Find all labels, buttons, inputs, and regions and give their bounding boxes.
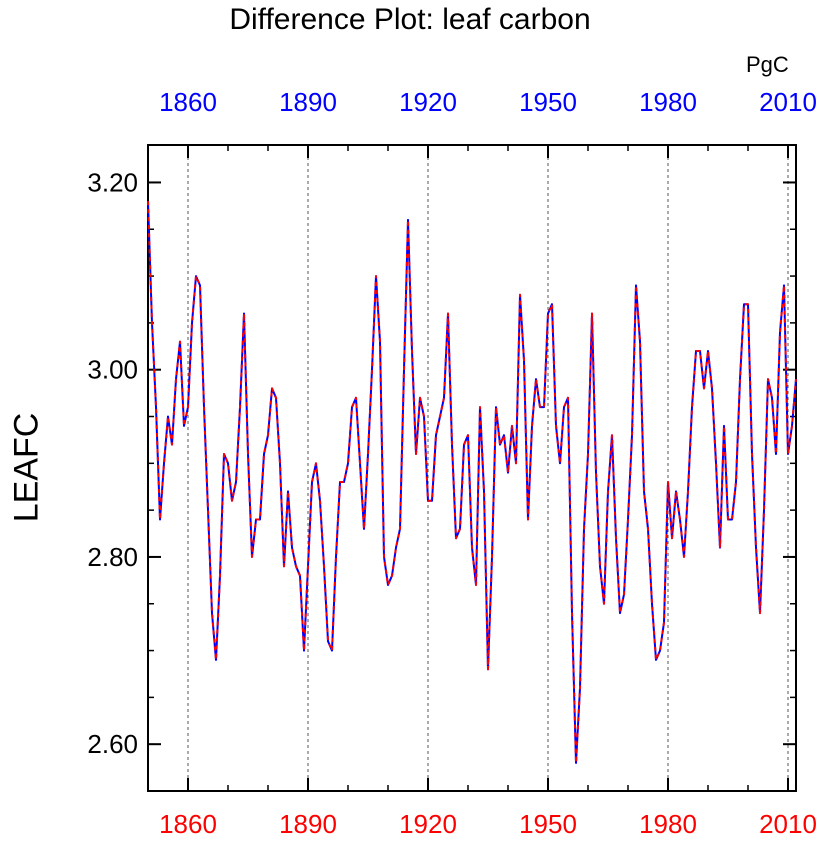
x-tick-label-top: 1950 (519, 87, 577, 117)
series-line-a (147, 201, 797, 764)
x-tick-label-top: 1920 (399, 87, 457, 117)
y-tick-label: 3.00 (87, 355, 138, 385)
series-line-b (147, 201, 797, 764)
x-tick-label-top: 2010 (759, 87, 817, 117)
x-tick-label-top: 1860 (159, 87, 217, 117)
y-tick-label: 2.80 (87, 542, 138, 572)
plot-frame (147, 144, 797, 792)
x-tick-label-bottom: 1860 (159, 809, 217, 839)
y-tick-label: 2.60 (87, 729, 138, 759)
x-tick-label-top: 1980 (639, 87, 697, 117)
x-tick-label-bottom: 2010 (759, 809, 817, 839)
x-tick-label-bottom: 1920 (399, 809, 457, 839)
x-tick-label-bottom: 1950 (519, 809, 577, 839)
units-label: PgC (746, 52, 789, 77)
x-tick-label-bottom: 1980 (639, 809, 697, 839)
chart-title: Difference Plot: leaf carbon (229, 3, 591, 36)
x-tick-label-top: 1890 (279, 87, 337, 117)
x-tick-label-bottom: 1890 (279, 809, 337, 839)
y-tick-label: 3.20 (87, 167, 138, 197)
